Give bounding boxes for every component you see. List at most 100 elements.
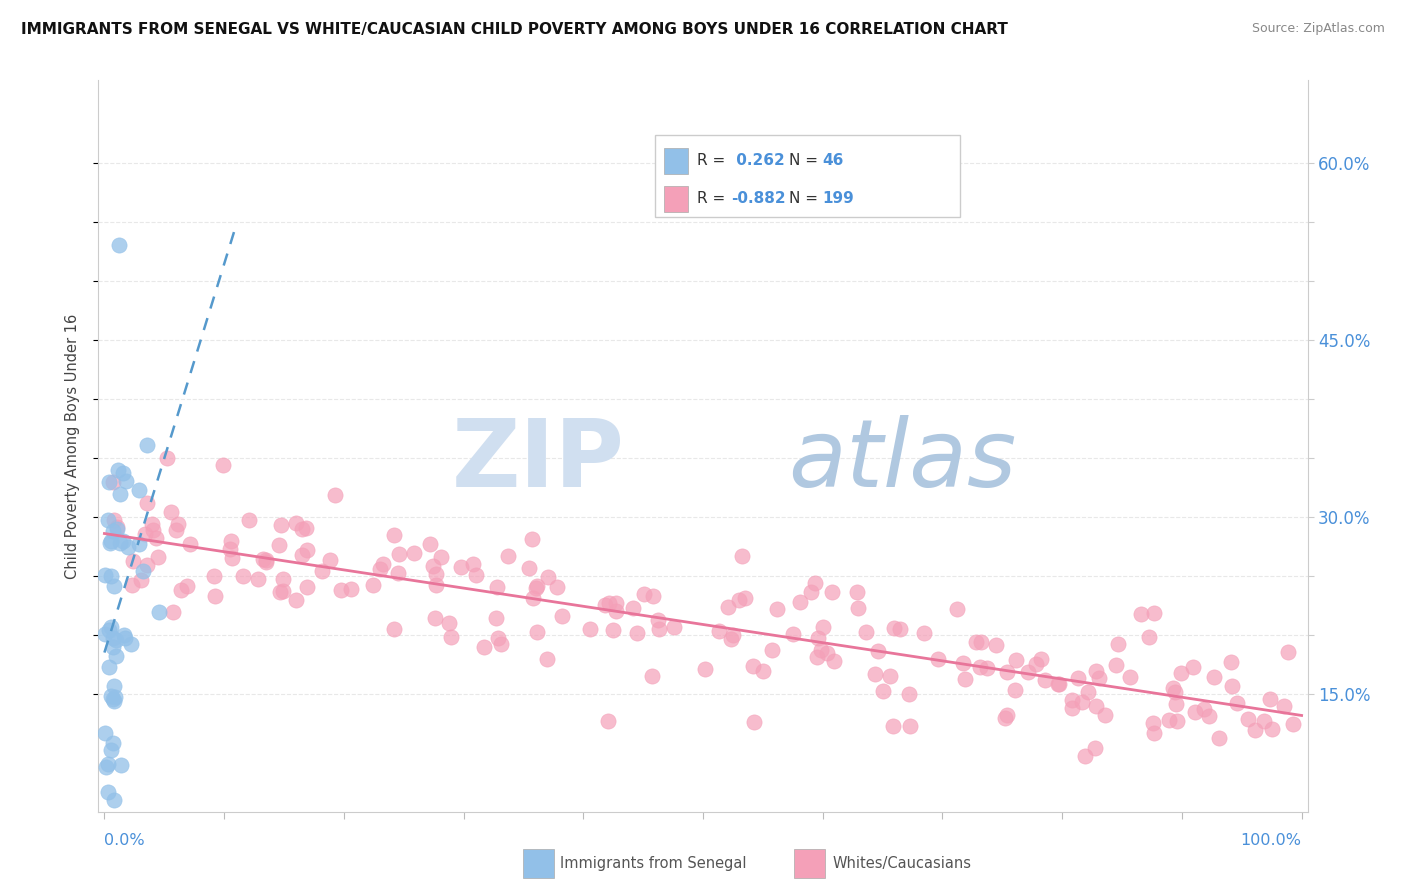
Point — [485, 581, 508, 595]
Point — [927, 651, 949, 665]
Point — [285, 516, 308, 530]
Point — [1060, 701, 1083, 715]
Point — [101, 475, 124, 490]
Point — [593, 599, 616, 613]
Point — [485, 611, 508, 625]
Point — [291, 522, 314, 536]
Point — [865, 666, 887, 681]
Point — [1184, 706, 1206, 720]
Point — [806, 650, 828, 665]
Point — [1219, 655, 1241, 669]
Point — [176, 578, 198, 592]
Point — [761, 643, 783, 657]
Point — [811, 619, 834, 633]
Text: N =: N = — [789, 153, 823, 169]
Point — [1073, 749, 1095, 764]
Point — [1161, 681, 1184, 696]
Point — [1047, 677, 1070, 691]
Point — [104, 633, 127, 648]
Point — [371, 557, 394, 571]
Point — [132, 564, 155, 578]
Text: IMMIGRANTS FROM SENEGAL VS WHITE/CAUCASIAN CHILD POVERTY AMONG BOYS UNDER 16 COR: IMMIGRANTS FROM SENEGAL VS WHITE/CAUCASI… — [21, 22, 1008, 37]
Point — [98, 624, 121, 638]
Point — [104, 649, 127, 664]
Point — [1261, 722, 1284, 736]
Point — [94, 627, 117, 641]
Point — [1143, 726, 1166, 740]
Point — [707, 624, 730, 638]
Point — [450, 559, 472, 574]
Point — [295, 543, 318, 558]
Point — [984, 638, 1007, 652]
Point — [110, 758, 132, 772]
Point — [526, 579, 548, 593]
Point — [103, 793, 125, 807]
Point — [1143, 606, 1166, 620]
Point — [110, 536, 132, 550]
Point — [136, 496, 159, 510]
Point — [461, 557, 484, 571]
Point — [97, 513, 120, 527]
Point — [1105, 658, 1128, 673]
Point — [898, 719, 921, 733]
Point — [100, 569, 122, 583]
Text: N =: N = — [789, 191, 823, 206]
Point — [128, 483, 150, 497]
Point — [1084, 740, 1107, 755]
Point — [387, 566, 409, 581]
Text: Source: ZipAtlas.com: Source: ZipAtlas.com — [1251, 22, 1385, 36]
Point — [100, 534, 122, 549]
Point — [526, 624, 548, 639]
Point — [135, 558, 157, 573]
Point — [1033, 673, 1056, 688]
Point — [221, 533, 243, 548]
Point — [952, 656, 974, 670]
Point — [165, 523, 187, 537]
Point — [419, 537, 441, 551]
Point — [105, 522, 128, 536]
Point — [1085, 698, 1108, 713]
Point — [1084, 664, 1107, 678]
Point — [734, 591, 756, 605]
Point — [97, 785, 120, 799]
Point — [1047, 677, 1070, 691]
Point — [422, 558, 444, 573]
Point — [741, 658, 763, 673]
Point — [103, 694, 125, 708]
Point — [204, 589, 226, 603]
Point — [425, 578, 447, 592]
Point — [368, 562, 391, 576]
Point — [596, 714, 619, 728]
Point — [103, 513, 125, 527]
Point — [605, 596, 627, 610]
Point — [800, 584, 823, 599]
Point — [121, 577, 143, 591]
Point — [1004, 652, 1026, 666]
Point — [98, 475, 121, 489]
Point — [536, 652, 558, 666]
Point — [252, 552, 274, 566]
Point — [382, 527, 405, 541]
Point — [717, 600, 740, 615]
Point — [882, 719, 904, 733]
Text: atlas: atlas — [787, 415, 1017, 506]
Point — [889, 622, 911, 636]
Point — [221, 551, 243, 566]
Point — [846, 585, 869, 599]
Point — [232, 568, 254, 582]
Point — [766, 602, 789, 616]
Point — [101, 692, 124, 706]
Point — [695, 662, 717, 676]
Point — [440, 630, 463, 644]
Point — [626, 625, 648, 640]
Point — [1198, 708, 1220, 723]
Text: Immigrants from Senegal: Immigrants from Senegal — [560, 856, 747, 871]
Point — [254, 553, 277, 567]
Text: 0.262: 0.262 — [731, 153, 785, 169]
Point — [340, 582, 363, 596]
Point — [1017, 665, 1039, 680]
Point — [179, 537, 201, 551]
Point — [238, 514, 260, 528]
Point — [810, 643, 832, 657]
Point — [720, 632, 742, 646]
